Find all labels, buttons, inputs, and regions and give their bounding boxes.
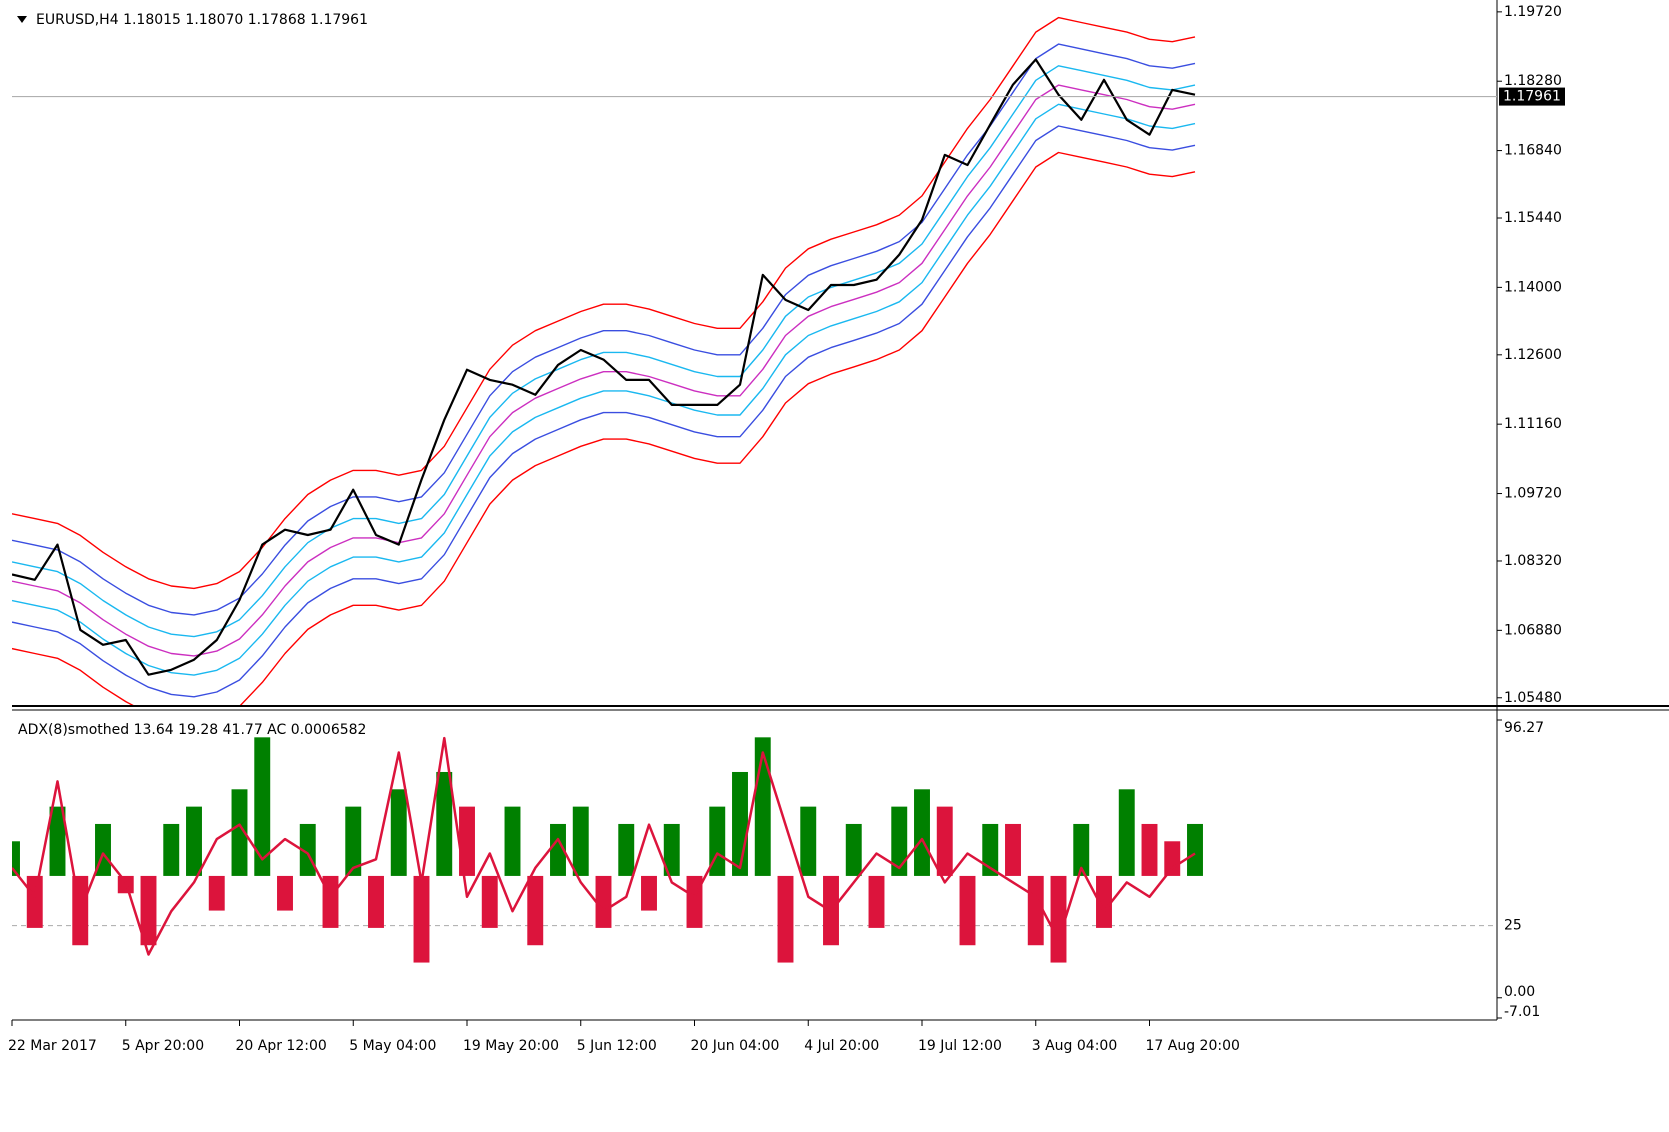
x-tick-label: 19 May 20:00 [463,1038,559,1054]
y-tick-label: -7.01 [1504,1004,1540,1020]
ac-bar [1118,789,1135,876]
ac-bar [1005,823,1021,876]
ac-bar [1050,875,1067,963]
ac-bar [481,875,498,928]
price-line [12,125,1196,698]
ac-bar [527,875,544,946]
collapse-icon[interactable] [17,16,27,23]
ac-bar [595,875,612,928]
ac-bar [254,737,271,876]
price-line [12,84,1196,657]
ac-bar [390,789,407,876]
price-line [12,58,1196,676]
price-line [12,16,1196,590]
x-tick-label: 3 Aug 04:00 [1032,1038,1118,1054]
x-tick-label: 5 May 04:00 [349,1038,436,1054]
ac-bar [163,823,180,876]
ac-bar [186,806,202,876]
ac-bar [982,823,999,876]
price-line [12,151,1196,705]
y-tick-label: 1.11160 [1504,416,1562,432]
x-tick-label: 5 Apr 20:00 [122,1038,204,1054]
y-tick-label: 1.19720 [1504,4,1562,20]
ac-bar [1027,875,1044,946]
ac-bar [231,789,248,876]
price-panel [12,16,1497,705]
adx-line [12,736,1196,956]
price-line [12,43,1196,616]
ac-bar [504,806,521,876]
ac-bar [459,806,475,876]
x-tick-label: 17 Aug 20:00 [1146,1038,1240,1054]
price-line [12,103,1196,676]
x-tick-label: 4 Jul 20:00 [804,1038,879,1054]
y-tick-label: 96.27 [1504,720,1544,736]
ac-bar [845,823,862,876]
ac-bar [1073,823,1090,876]
y-tick-label: 1.12600 [1504,347,1562,363]
ac-bar [572,806,589,876]
y-tick-label: 1.08320 [1504,553,1562,569]
indicator-panel [12,736,1497,963]
ac-bar [12,841,20,876]
last-price-box [1499,87,1565,106]
ac-bar [868,875,885,928]
y-tick-label: 1.16840 [1504,143,1562,159]
y-tick-label: 1.05480 [1504,690,1562,706]
price-line [12,65,1196,638]
y-tick-label: 1.15440 [1504,210,1562,226]
ac-bar [663,823,680,876]
ac-bar [732,771,748,876]
x-tick-label: 20 Jun 04:00 [691,1038,780,1054]
ac-bar [277,875,293,911]
ac-bar [1096,875,1112,928]
chart-title: EURUSD,H4 1.18015 1.18070 1.17868 1.1796… [36,12,368,28]
ac-bar [49,806,66,876]
ac-bar [436,771,453,876]
ac-bar [891,806,908,876]
ac-bar [914,789,930,876]
y-tick-label: 1.06880 [1504,622,1562,638]
ac-bar [936,806,953,876]
y-tick-label: 1.09720 [1504,486,1562,502]
level-label: 25 [1504,918,1522,934]
ac-bar [777,875,794,963]
ac-bar [1187,823,1203,876]
indicator-title: ADX(8)smothed 13.64 19.28 41.77 AC 0.000… [18,722,366,738]
axes: 1.19720 1.18280 1.16840 1.15440 1.14000 1.126… [8,4,1565,1054]
x-tick-label: 22 Mar 2017 [8,1038,97,1054]
ac-bar [368,875,384,928]
ac-bar [345,806,362,876]
ac-bar [1164,841,1181,876]
last-price-label: 1.17961 [1503,89,1561,105]
y-tick-label: 0.00 [1504,984,1535,1000]
ac-bar [208,875,225,911]
ac-bar [641,875,657,911]
ac-bar [413,875,430,963]
ac-bar [618,823,635,876]
x-tick-label: 5 Jun 12:00 [577,1038,657,1054]
x-tick-label: 19 Jul 12:00 [918,1038,1002,1054]
ac-bar [959,875,976,946]
ac-bar [140,875,157,946]
y-tick-label: 1.18280 [1504,73,1562,89]
x-tick-label: 20 Apr 12:00 [236,1038,327,1054]
y-tick-label: 1.14000 [1504,279,1562,295]
ac-bar [1141,823,1158,876]
ac-bar [26,875,43,928]
ac-bar [550,823,566,876]
ac-bar [800,806,817,876]
